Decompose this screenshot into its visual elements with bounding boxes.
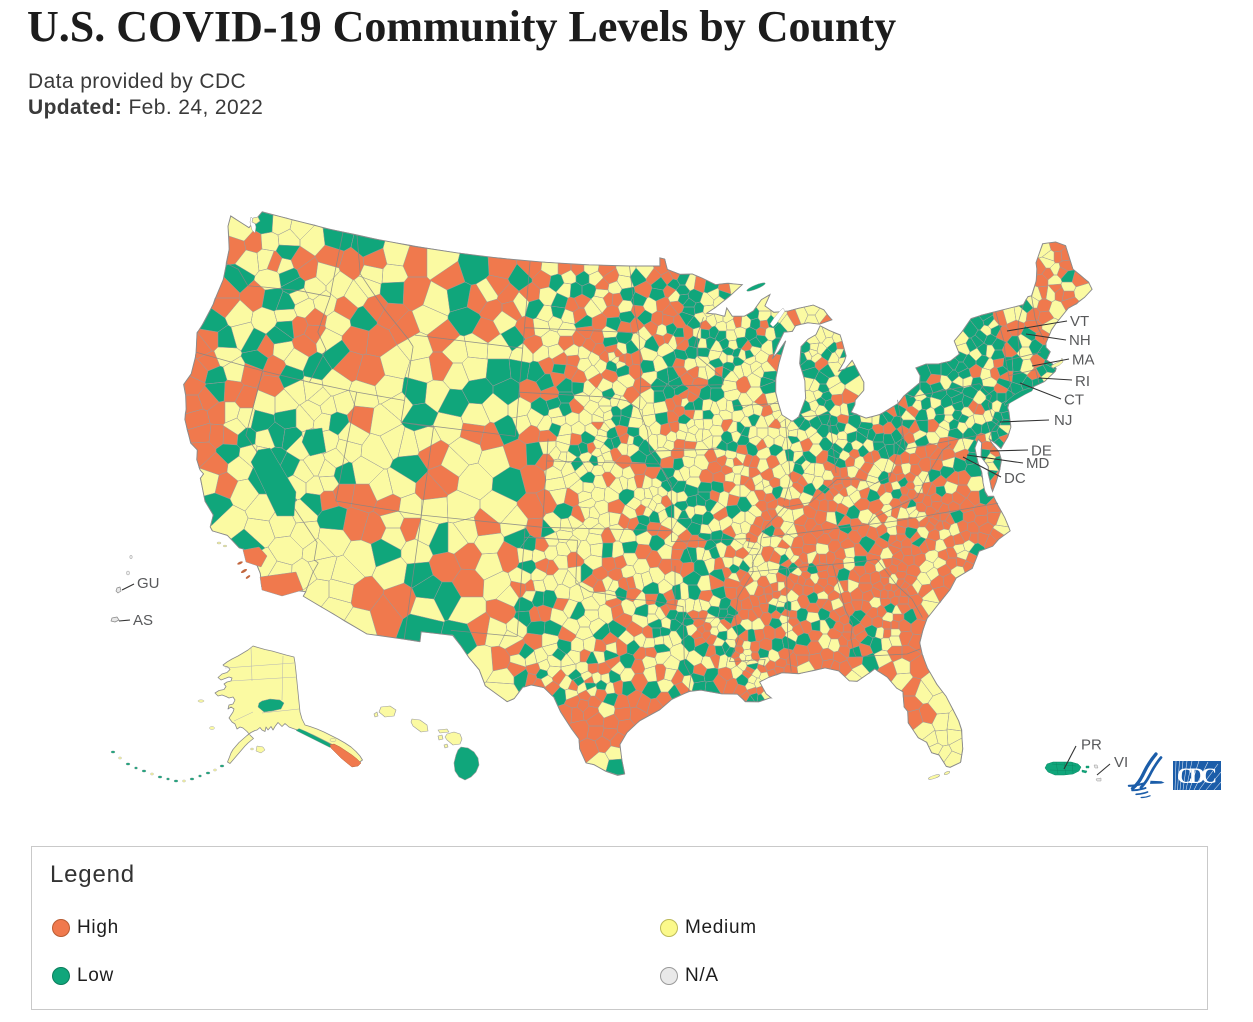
svg-text:VI: VI xyxy=(1114,754,1128,771)
svg-text:DE: DE xyxy=(1031,443,1052,460)
svg-text:PR: PR xyxy=(1081,737,1102,754)
svg-text:NJ: NJ xyxy=(1054,412,1072,429)
svg-text:CDC: CDC xyxy=(1177,763,1217,788)
svg-text:DC: DC xyxy=(1004,470,1026,487)
svg-text:GU: GU xyxy=(137,575,160,592)
svg-text:RI: RI xyxy=(1075,373,1090,390)
svg-text:MA: MA xyxy=(1072,352,1095,369)
svg-text:MD: MD xyxy=(1026,455,1049,472)
svg-text:AS: AS xyxy=(133,612,153,629)
svg-text:CT: CT xyxy=(1064,392,1084,409)
svg-text:VT: VT xyxy=(1070,313,1089,330)
svg-text:NH: NH xyxy=(1069,332,1091,349)
